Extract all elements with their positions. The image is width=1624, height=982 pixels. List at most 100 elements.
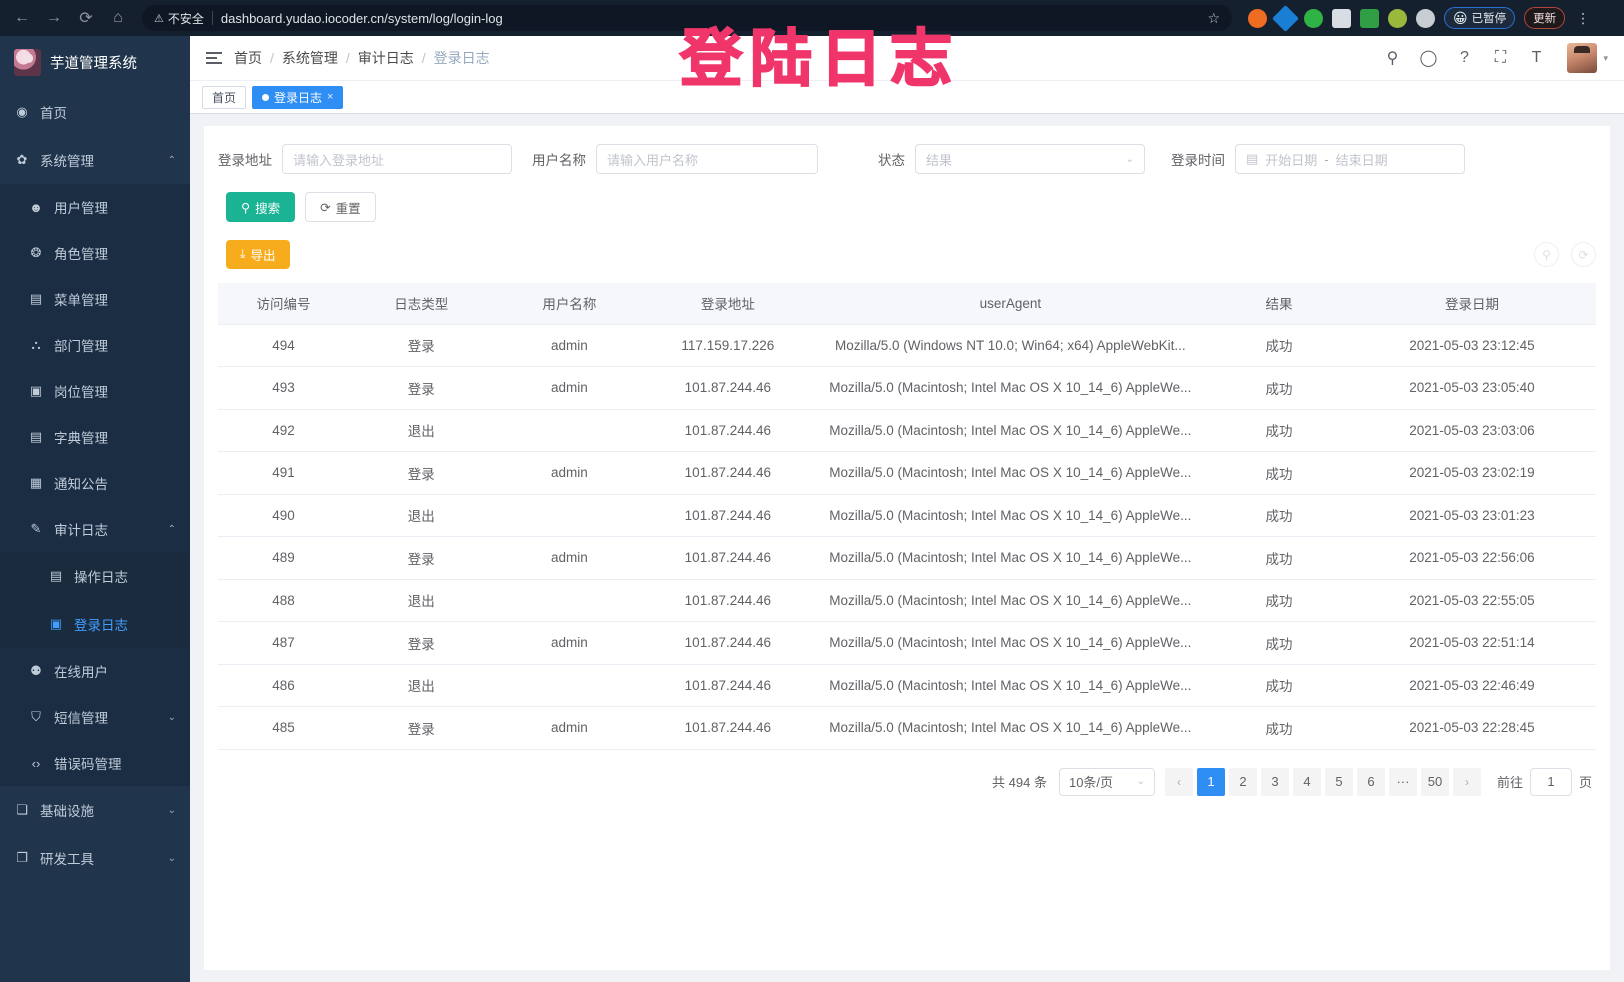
status-select[interactable]: 结果 ⌄ xyxy=(915,144,1145,174)
table-row[interactable]: 491 登录 admin 101.87.244.46 Mozilla/5.0 (Maci… xyxy=(218,451,1596,495)
cell-useragent: Mozilla/5.0 (Windows NT 10.0; Win64; x64… xyxy=(810,324,1211,367)
column-header-useragent[interactable]: userAgent xyxy=(810,283,1211,325)
sidebar-item-error-code[interactable]: ‹› 错误码管理 xyxy=(0,740,190,786)
close-icon[interactable]: × xyxy=(327,91,334,103)
table-row[interactable]: 490 退出 101.87.244.46 Mozilla/5.0 (Macintosh… xyxy=(218,494,1596,537)
home-icon[interactable]: ⌂ xyxy=(113,9,123,26)
blue-diamond-extension-icon[interactable] xyxy=(1272,4,1299,32)
page-size-select[interactable]: 10条/页 ⌄ xyxy=(1058,767,1155,796)
green-check-extension-icon[interactable] xyxy=(1304,8,1323,28)
help-icon[interactable]: ? xyxy=(1460,49,1469,66)
sidebar-item-user-mgmt[interactable]: ☻ 用户管理 xyxy=(0,184,190,230)
page-button-4[interactable]: 4 xyxy=(1292,767,1321,796)
breadcrumb-item-system[interactable]: 系统管理 xyxy=(281,50,338,66)
column-header-result[interactable]: 结果 xyxy=(1210,283,1348,325)
sidebar-item-system[interactable]: ✿ 系统管理 ⌃ xyxy=(0,136,190,184)
search-icon[interactable]: ⚲ xyxy=(1386,50,1399,67)
sidebar-item-login-log[interactable]: ▣ 登录日志 xyxy=(0,600,190,648)
cell-ip: 101.87.244.46 xyxy=(645,706,811,750)
cell-type: 登录 xyxy=(348,366,494,410)
browser-menu-icon[interactable]: ⋮ xyxy=(1576,9,1591,26)
sidebar-item-label: 系统管理 xyxy=(40,154,94,169)
content-panel: 登录地址 请输入登录地址 用户名称 请输入用户名称 状态 结果 ⌄ xyxy=(204,126,1610,970)
tag-home[interactable]: 首页 xyxy=(202,85,247,109)
page-button-3[interactable]: 3 xyxy=(1260,767,1289,796)
sidebar-item-sms-mgmt[interactable]: ⛉ 短信管理 ⌄ xyxy=(0,694,190,740)
table-row[interactable]: 494 登录 admin 117.159.17.226 Mozilla/5.0 (Win… xyxy=(218,324,1596,367)
sidebar-item-notice[interactable]: ▦ 通知公告 xyxy=(0,460,190,506)
sidebar-item-dev-tools[interactable]: ❐ 研发工具 ⌄ xyxy=(0,834,190,882)
login-address-input[interactable]: 请输入登录地址 xyxy=(282,144,512,174)
forward-icon[interactable]: → xyxy=(46,9,62,26)
blue-doc-extension-icon[interactable] xyxy=(1332,8,1351,28)
sidebar-item-label: 研发工具 xyxy=(40,852,94,867)
cell-id: 492 xyxy=(218,409,349,452)
on-badge-extension-icon[interactable] xyxy=(1360,8,1379,28)
refresh-table-icon[interactable]: ⟳ xyxy=(1571,242,1596,267)
sidebar-item-home[interactable]: ◉ 首页 xyxy=(0,88,190,136)
next-page-button[interactable]: › xyxy=(1452,767,1481,796)
sidebar-item-dept-mgmt[interactable]: ⛬ 部门管理 xyxy=(0,322,190,368)
username-input[interactable]: 请输入用户名称 xyxy=(596,144,818,174)
cell-result: 成功 xyxy=(1210,451,1348,495)
sidebar-item-online-users[interactable]: ⚉ 在线用户 xyxy=(0,648,190,694)
sidebar-item-operation-log[interactable]: ▤ 操作日志 xyxy=(0,552,190,600)
tag-login-log[interactable]: 登录日志 × xyxy=(252,85,344,109)
chevron-down-icon: ⌄ xyxy=(167,711,176,723)
breadcrumb-item-home[interactable]: 首页 xyxy=(234,50,262,66)
sidebar-item-post-mgmt[interactable]: ▣ 岗位管理 xyxy=(0,368,190,414)
page-button-1[interactable]: 1 xyxy=(1196,767,1225,796)
export-button[interactable]: ⤓ 导出 xyxy=(226,240,290,269)
sidebar-item-infrastructure[interactable]: ❏ 基础设施 ⌄ xyxy=(0,786,190,834)
reload-icon[interactable]: ⟳ xyxy=(79,10,93,27)
column-header-date[interactable]: 登录日期 xyxy=(1347,283,1596,325)
omnibox-divider xyxy=(211,11,213,25)
page-button-5[interactable]: 5 xyxy=(1324,767,1353,796)
page-ellipsis[interactable]: ··· xyxy=(1388,767,1417,796)
chevron-down-icon: ⌄ xyxy=(1136,776,1145,787)
table-row[interactable]: 488 退出 101.87.244.46 Mozilla/5.0 (Macintosh… xyxy=(218,579,1596,622)
puzzle-extension-icon[interactable] xyxy=(1416,8,1435,28)
toggle-search-icon[interactable]: ⚲ xyxy=(1534,242,1559,267)
sidebar-item-menu-mgmt[interactable]: ▤ 菜单管理 xyxy=(0,276,190,322)
table-row[interactable]: 489 登录 admin 101.87.244.46 Mozilla/5.0 (Maci… xyxy=(218,536,1596,580)
column-header-ip[interactable]: 登录地址 xyxy=(645,283,811,325)
sidebar-item-audit-log[interactable]: ✎ 审计日志 ⌃ xyxy=(0,506,190,552)
table-row[interactable]: 492 退出 101.87.244.46 Mozilla/5.0 (Macintosh… xyxy=(218,409,1596,452)
github-icon[interactable]: ◯ xyxy=(1419,50,1438,67)
search-button[interactable]: ⚲ 搜索 xyxy=(226,192,296,222)
prev-page-button[interactable]: ‹ xyxy=(1164,767,1193,796)
back-icon[interactable]: ← xyxy=(14,9,30,26)
sidebar-logo[interactable]: 芋道管理系统 xyxy=(0,36,190,88)
jump-page-input[interactable]: 1 xyxy=(1529,767,1572,796)
sidebar-item-role-mgmt[interactable]: ❂ 角色管理 xyxy=(0,230,190,276)
table-row[interactable]: 493 登录 admin 101.87.244.46 Mozilla/5.0 (Maci… xyxy=(218,366,1596,410)
breadcrumb-item-audit[interactable]: 审计日志 xyxy=(357,50,414,66)
table-row[interactable]: 486 退出 101.87.244.46 Mozilla/5.0 (Macintosh… xyxy=(218,664,1596,707)
cell-useragent: Mozilla/5.0 (Macintosh; Intel Mac OS X 1… xyxy=(810,536,1211,580)
page-button-50[interactable]: 50 xyxy=(1420,767,1449,796)
tag-active-dot-icon xyxy=(262,93,270,101)
menu-fold-icon[interactable] xyxy=(206,52,222,64)
column-header-type[interactable]: 日志类型 xyxy=(348,283,494,325)
paused-status-pill[interactable]: 😀 已暂停 xyxy=(1444,7,1516,29)
address-bar[interactable]: ⚠ 不安全 dashboard.yudao.iocoder.cn/system/… xyxy=(142,5,1232,31)
cell-result: 成功 xyxy=(1210,621,1348,665)
login-time-range-picker[interactable]: ▤ 开始日期 - 结束日期 xyxy=(1235,144,1465,174)
column-header-id[interactable]: 访问编号 xyxy=(218,283,349,325)
search-form: 登录地址 请输入登录地址 用户名称 请输入用户名称 状态 结果 ⌄ xyxy=(218,140,1596,190)
page-button-2[interactable]: 2 xyxy=(1228,767,1257,796)
reset-button[interactable]: ⟳ 重置 xyxy=(305,192,376,222)
bookmark-star-icon[interactable]: ☆ xyxy=(1207,9,1220,26)
table-row[interactable]: 485 登录 admin 101.87.244.46 Mozilla/5.0 (Maci… xyxy=(218,706,1596,750)
update-button[interactable]: 更新 xyxy=(1524,7,1566,29)
font-size-icon[interactable]: T xyxy=(1531,49,1542,66)
column-header-username[interactable]: 用户名称 xyxy=(493,283,646,325)
leaf-extension-icon[interactable] xyxy=(1388,8,1407,28)
table-row[interactable]: 487 登录 admin 101.87.244.46 Mozilla/5.0 (Maci… xyxy=(218,621,1596,665)
orange-circle-extension-icon[interactable] xyxy=(1248,8,1267,28)
sidebar-item-dict-mgmt[interactable]: ▤ 字典管理 xyxy=(0,414,190,460)
fullscreen-icon[interactable]: ⛶ xyxy=(1494,49,1507,66)
avatar-menu[interactable]: ▾ xyxy=(1567,43,1608,73)
page-button-6[interactable]: 6 xyxy=(1356,767,1385,796)
